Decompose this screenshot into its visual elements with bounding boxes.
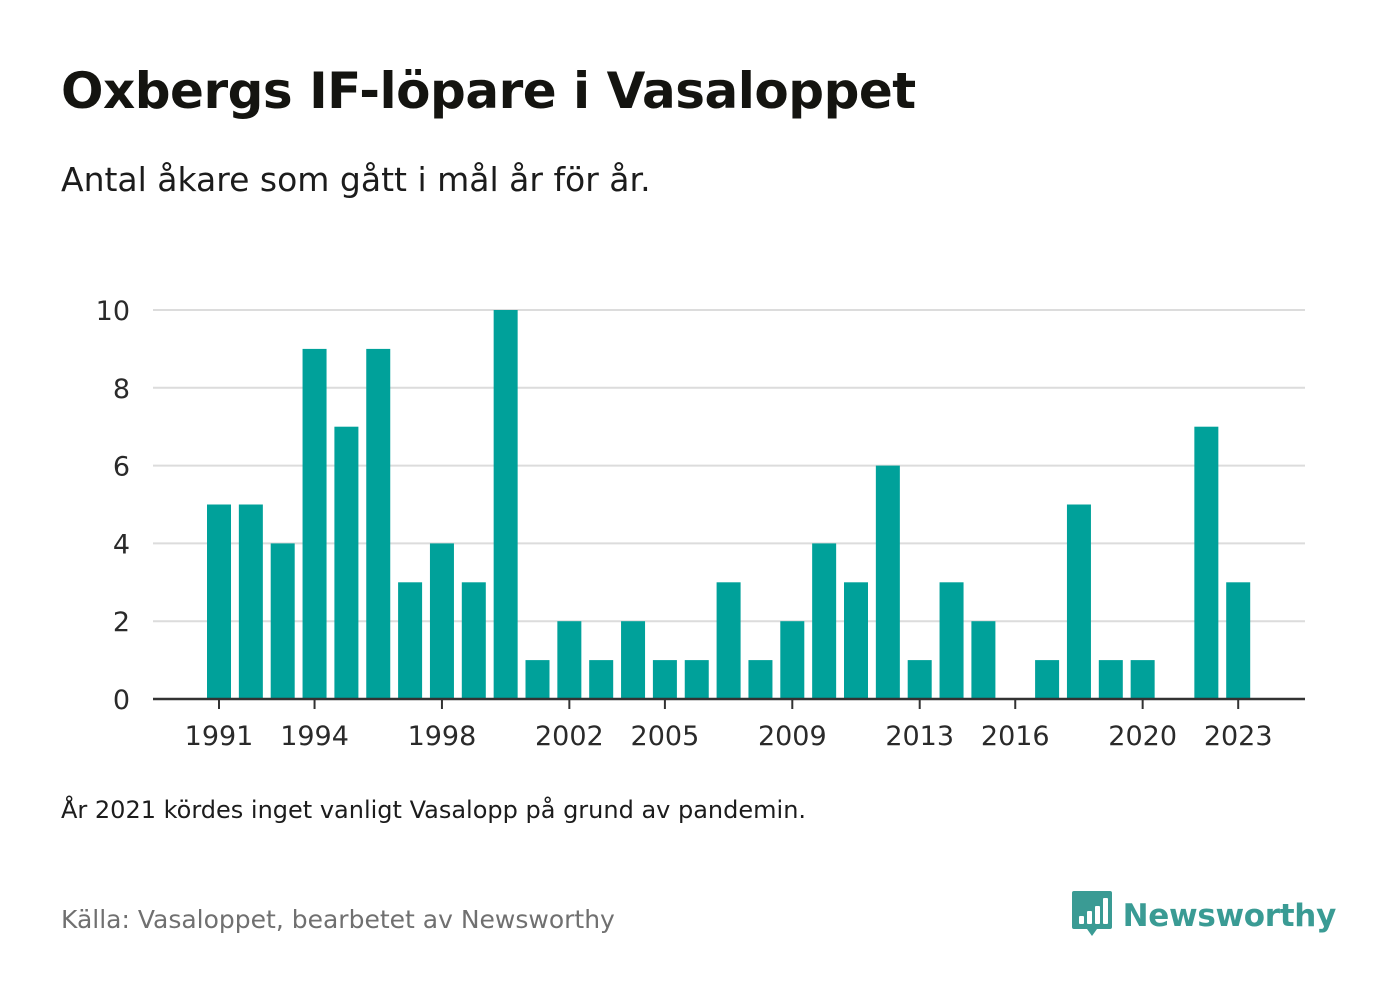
bar-2017 — [1035, 660, 1060, 699]
bar-2023 — [1226, 582, 1251, 699]
bar-2013 — [907, 660, 932, 699]
bar-2002 — [557, 621, 582, 699]
bar-1992 — [238, 504, 263, 699]
bar-2020 — [1130, 660, 1155, 699]
x-tick-label: 1998 — [408, 721, 477, 752]
x-tick-label: 2009 — [758, 721, 827, 752]
bar-2022 — [1194, 426, 1219, 699]
chart-title: Oxbergs IF-löpare i Vasaloppet — [61, 62, 916, 120]
y-tick-label: 6 — [113, 452, 130, 483]
axes: 0 2 4 6 8 10 1991 1994 1998 2002 2005 2009 2013 2016 2… — [96, 296, 1305, 752]
bar-2009 — [780, 621, 805, 699]
bar-2014 — [939, 582, 964, 699]
x-tick-label: 1994 — [280, 721, 349, 752]
brand-name: Newsworthy — [1122, 898, 1337, 934]
bar-2004 — [621, 621, 646, 699]
bar-1998 — [429, 543, 454, 699]
bar-2008 — [748, 660, 773, 699]
bar-2012 — [875, 465, 900, 699]
bars — [207, 310, 1251, 699]
chart-footnote: År 2021 kördes inget vanligt Vasalopp på… — [61, 796, 807, 824]
x-tick-label: 1991 — [185, 721, 254, 752]
bar-1999 — [461, 582, 486, 699]
x-tick-label: 2013 — [885, 721, 954, 752]
bar-chart-speech-bubble-icon — [1071, 890, 1113, 942]
x-tick-label: 2002 — [535, 721, 604, 752]
newsworthy-logo: Newsworthy — [1071, 890, 1336, 942]
bar-2011 — [844, 582, 868, 699]
bar-1995 — [334, 426, 359, 699]
x-tick-label: 2016 — [981, 721, 1050, 752]
source-line: Källa: Vasaloppet, bearbetet av Newswort… — [61, 905, 615, 934]
bar-2003 — [589, 660, 614, 699]
bar-2015 — [971, 621, 996, 699]
chart-subtitle: Antal åkare som gått i mål år för år. — [61, 160, 651, 199]
bar-2007 — [716, 582, 741, 699]
y-tick-label: 0 — [113, 685, 130, 716]
bar-1994 — [302, 348, 327, 699]
x-tick-label: 2020 — [1108, 721, 1177, 752]
bar-2001 — [525, 660, 550, 699]
bar-2010 — [812, 543, 837, 699]
bar-1993 — [270, 543, 295, 699]
y-tick-label: 8 — [113, 374, 130, 405]
bar-1996 — [366, 348, 391, 699]
bar-chart: 0 2 4 6 8 10 1991 1994 1998 2002 2005 2009 2013 2016 2… — [96, 296, 1305, 752]
bar-1991 — [207, 504, 231, 699]
bar-2019 — [1098, 660, 1123, 699]
x-tick-label: 2023 — [1204, 721, 1273, 752]
bar-2006 — [684, 660, 709, 699]
x-tick-label: 2005 — [631, 721, 700, 752]
y-tick-label: 4 — [113, 529, 130, 560]
y-tick-label: 2 — [113, 607, 130, 638]
bar-1997 — [398, 582, 423, 699]
bar-2005 — [652, 660, 677, 699]
y-tick-label: 10 — [96, 296, 130, 327]
bar-2018 — [1066, 504, 1091, 699]
bar-2000 — [493, 310, 518, 699]
